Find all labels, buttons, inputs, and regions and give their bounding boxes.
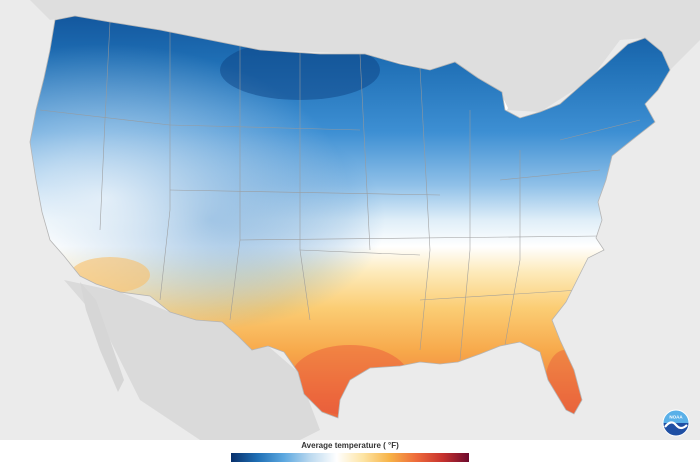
baja-peninsula: [80, 282, 124, 392]
state-boundaries: [39, 21, 641, 361]
legend: Average temperature ( °F): [0, 440, 700, 466]
legend-color-bar: [231, 453, 469, 462]
legend-title: Average temperature ( °F): [0, 441, 700, 450]
us-temperature-map: [0, 0, 700, 440]
noaa-logo: NOAA: [662, 409, 690, 437]
canada-land: [0, 0, 700, 112]
legend-title-text: Average temperature: [301, 441, 381, 450]
legend-unit: ( °F): [383, 441, 399, 450]
mexico-land: [64, 280, 320, 440]
svg-text:NOAA: NOAA: [669, 415, 683, 420]
